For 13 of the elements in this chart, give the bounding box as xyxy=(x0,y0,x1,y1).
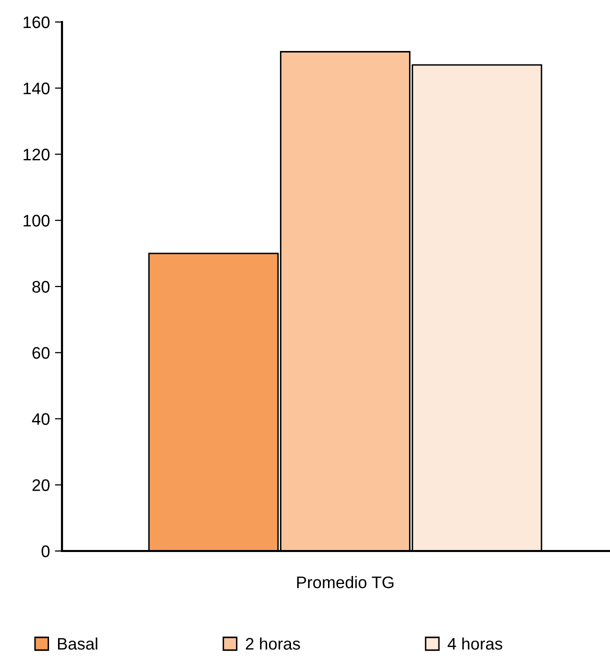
y-tick-label: 40 xyxy=(32,413,50,425)
x-tick-label: Promedio TG xyxy=(297,576,394,588)
y-tick-label: 80 xyxy=(32,280,50,293)
y-tick-label: 160 xyxy=(24,16,50,28)
legend-label: 4 horas xyxy=(448,637,502,650)
y-tick-label: 140 xyxy=(24,82,50,94)
legend-label: Basal xyxy=(58,637,98,650)
y-tick-label: 120 xyxy=(24,148,50,160)
y-tick-label: 60 xyxy=(32,347,50,359)
y-tick-label: 20 xyxy=(32,479,50,492)
y-tick-label: 100 xyxy=(24,214,50,227)
legend-label: 2 horas xyxy=(246,637,300,650)
y-tick-label: 0 xyxy=(42,545,50,558)
